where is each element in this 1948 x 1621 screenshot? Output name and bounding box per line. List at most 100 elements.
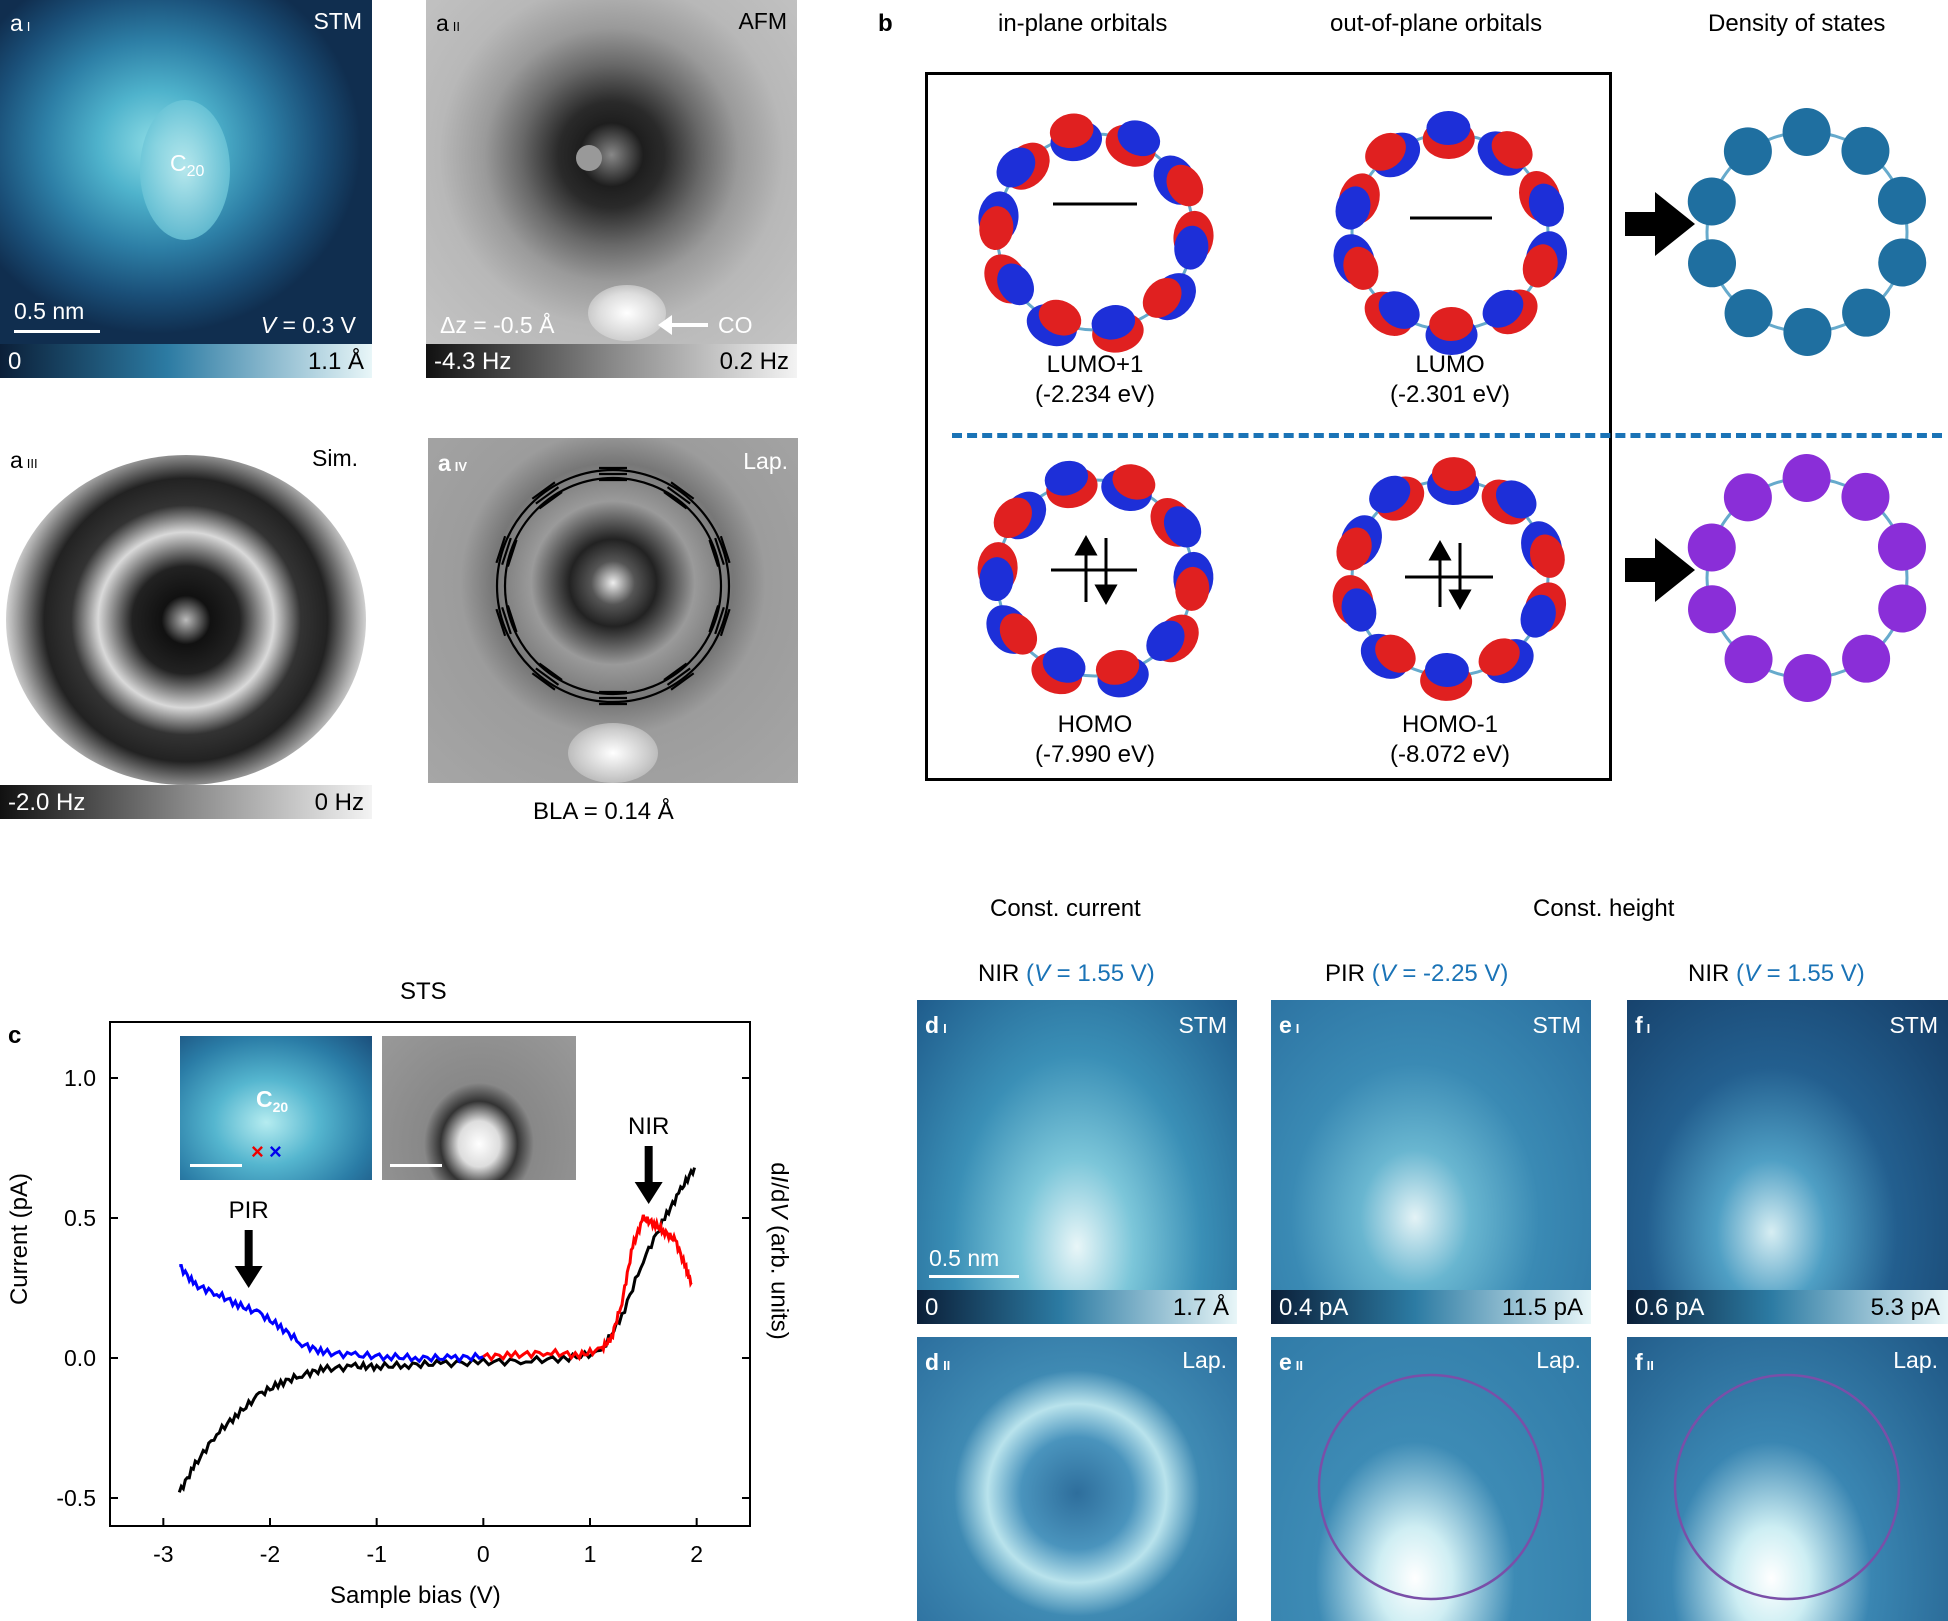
lobe (1343, 246, 1379, 290)
lobe (1091, 305, 1136, 340)
lobe (979, 206, 1014, 251)
lobe (1378, 291, 1420, 329)
density-lobe (1842, 634, 1891, 683)
lobe (1166, 164, 1204, 207)
density-lobe (1877, 176, 1926, 225)
panel-label: a III (10, 447, 38, 473)
arrow-right-icon (1625, 538, 1695, 602)
inset-stm: C20 × × (180, 1036, 372, 1180)
bond-line (538, 662, 563, 681)
lobe (1341, 588, 1377, 632)
orbital-renderings (977, 108, 1927, 702)
y-tick-label: 0.5 (64, 1205, 96, 1231)
mode-label: Lap. (1893, 1347, 1938, 1373)
lobe (1044, 460, 1089, 496)
lobe (979, 557, 1014, 602)
lap-image-e2: e II Lap. (1271, 1337, 1591, 1621)
dos-unoccupied (1687, 108, 1927, 356)
red-cross-icon: × (251, 1139, 264, 1164)
panel-c-label: c (8, 1022, 22, 1049)
colorbar-e1: 0.4 pA 11.5 pA (1271, 1290, 1591, 1324)
afm-image-a2: a II AFM Δz = -0.5 Å CO (426, 0, 797, 344)
spin-arrows-icon (1074, 534, 1472, 611)
y-tick-label: 0.0 (64, 1345, 96, 1371)
lobe (993, 497, 1032, 538)
lobe (999, 613, 1038, 655)
colorbar-d1: 0 1.7 Å (917, 1290, 1237, 1324)
c20-structure-overlay (495, 466, 731, 706)
orbital-label-homo1: HOMO-1 (-8.072 eV) (1389, 711, 1511, 768)
bond-line (501, 537, 512, 566)
dos-occupied (1687, 454, 1927, 702)
bond-line (708, 539, 720, 567)
bright-lobe (140, 100, 230, 240)
density-lobe (1687, 177, 1736, 226)
x-tick-label: 1 (584, 1541, 597, 1567)
lobe (1495, 480, 1537, 519)
arrow-head-icon (658, 315, 672, 335)
arrow-right-icon (1625, 192, 1695, 256)
y-axis-label: Current (pA) (6, 1172, 34, 1306)
lobe (1095, 650, 1140, 685)
orbital-box (925, 72, 1612, 781)
orbital-label-lumo1: LUMO+1 (-2.234 eV) (1034, 351, 1156, 408)
scalebar (190, 1164, 242, 1167)
arrow-icon (664, 323, 708, 327)
bond-line (495, 535, 507, 564)
x-tick-label: 0 (477, 1541, 490, 1567)
bond-line (719, 535, 731, 564)
lobe (1142, 277, 1182, 318)
lobe (1482, 289, 1524, 328)
bond-line (506, 605, 518, 633)
sim-image-a3: a III Sim. (0, 435, 372, 785)
density-lobe (1724, 289, 1773, 338)
lobe (1163, 506, 1202, 548)
bond-line (531, 672, 556, 691)
col-d-header: NIR (V = 1.55 V) (978, 960, 1155, 987)
mode-label: Sim. (312, 445, 358, 471)
density-lobe (1688, 239, 1737, 288)
bla-caption: BLA = 0.14 Å (533, 798, 674, 825)
homo-orbital (977, 460, 1214, 698)
x-tick-label: -3 (153, 1541, 173, 1567)
molecule-label: C20 (170, 150, 205, 180)
annotation-label: PIR (229, 1197, 269, 1224)
out-of-plane-header: out-of-plane orbitals (1330, 10, 1543, 37)
series-line (179, 1263, 484, 1364)
lobe (1117, 120, 1161, 157)
density-lobe (1878, 584, 1927, 633)
inset-lap (382, 1036, 576, 1180)
in-plane-header: in-plane orbitals (998, 10, 1168, 37)
co-tip-spot (568, 723, 658, 783)
mode-label: Lap. (743, 448, 788, 474)
x-tick-label: 2 (690, 1541, 703, 1567)
y2-axis-label: dI/dV (arb. units) (765, 1162, 793, 1340)
lobe (1424, 652, 1469, 687)
dz-label: Δz = -0.5 Å (440, 312, 555, 338)
density-lobe (1782, 108, 1831, 157)
lobe (1522, 244, 1558, 288)
sim-ring (6, 455, 366, 785)
bond-line (538, 491, 563, 510)
lobe (1335, 186, 1371, 230)
density-lobe (1687, 523, 1736, 572)
lobe (1429, 306, 1474, 341)
col-e-header: PIR (V = -2.25 V) (1325, 960, 1509, 987)
lobe (1520, 594, 1556, 638)
density-lobe (1688, 585, 1737, 634)
blue-cross-icon: × (269, 1139, 282, 1164)
voltage-label: V = 0.3 V (260, 312, 356, 338)
c20-structure-overlay (1673, 1373, 1901, 1601)
x-axis-label: Sample bias (V) (330, 1582, 501, 1609)
bond-line (663, 662, 688, 681)
orbital-label-lumo: LUMO (-2.301 eV) (1389, 351, 1511, 408)
lobe (1529, 534, 1565, 578)
series-line (177, 1167, 696, 1493)
const-height-header: Const. height (1533, 895, 1675, 922)
mode-label: STM (1889, 1012, 1938, 1038)
mode-label: STM (313, 8, 362, 34)
